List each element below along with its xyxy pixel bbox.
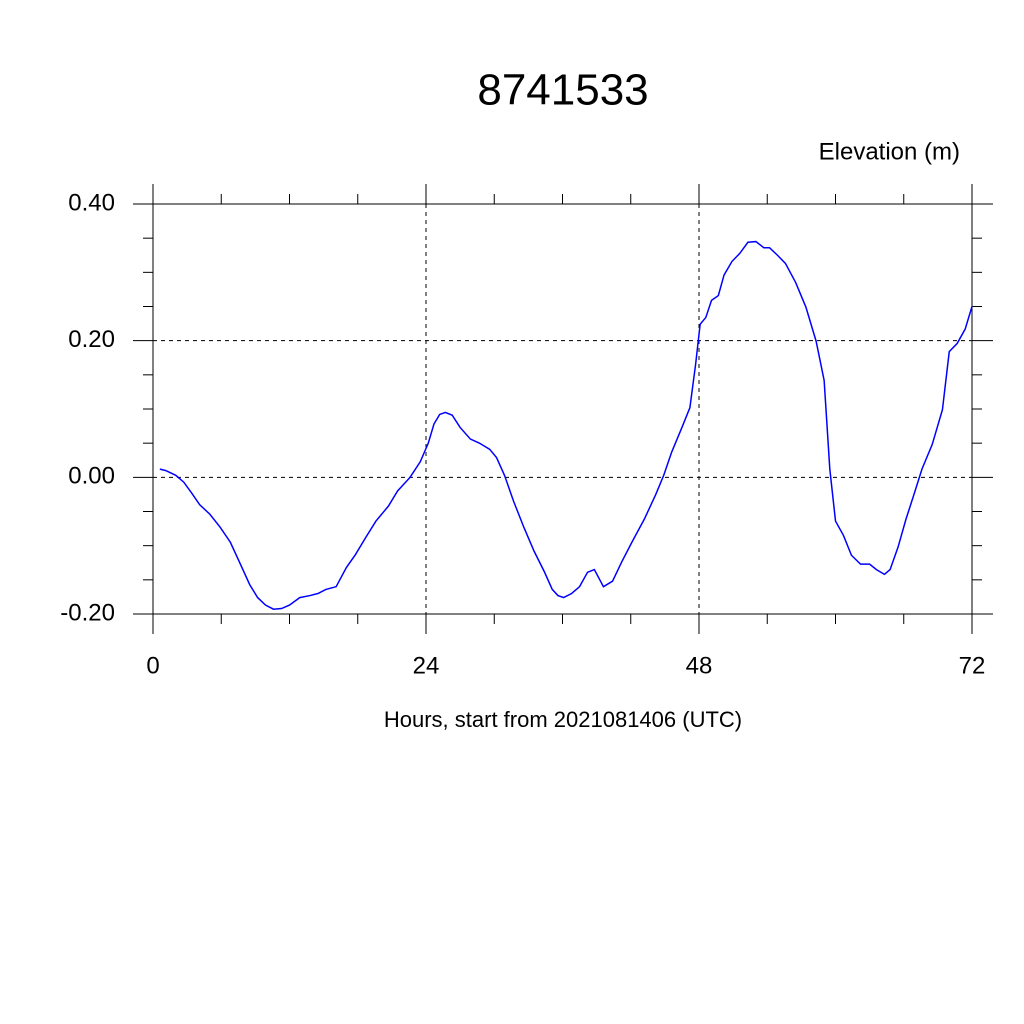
y-tick-label: 0.00	[68, 463, 115, 490]
y-tick-label: 0.40	[68, 189, 115, 216]
y-tick-label: -0.20	[60, 599, 115, 626]
x-tick-label: 24	[413, 652, 440, 679]
series-line	[159, 240, 973, 610]
x-tick-label: 48	[686, 652, 713, 679]
x-tick-label: 0	[146, 652, 159, 679]
x-axis-label: Hours, start from 2021081406 (UTC)	[384, 707, 742, 732]
y-axis-label: Elevation (m)	[819, 138, 960, 165]
x-tick-label: 72	[959, 652, 986, 679]
y-tick-label: 0.20	[68, 326, 115, 353]
chart-title: 8741533	[477, 66, 648, 115]
plot-frame	[152, 203, 973, 615]
